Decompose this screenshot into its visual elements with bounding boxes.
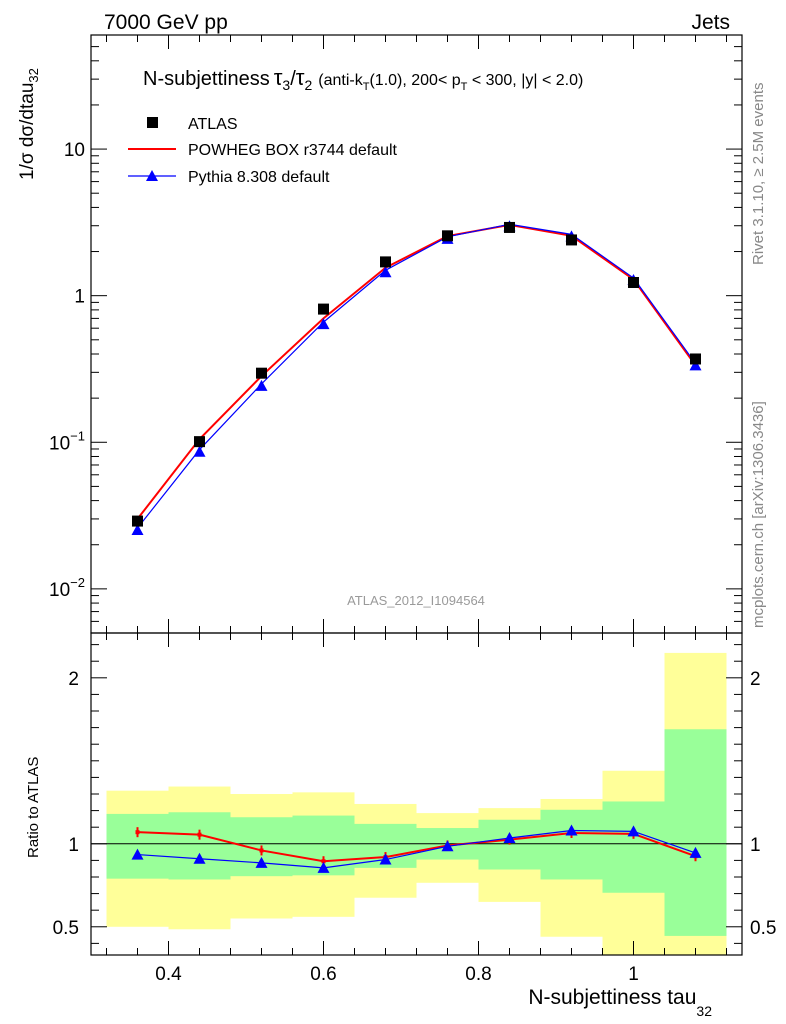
ratio-xtick-label: 0.4 <box>155 964 182 985</box>
ratio-pythia-marker <box>193 852 206 864</box>
ratio-ytick-label-right: 1 <box>750 835 761 856</box>
atlas-marker <box>194 436 205 448</box>
pythia-marker <box>255 379 268 391</box>
ratio-pythia-marker <box>379 853 392 865</box>
ratio-green-band <box>106 813 169 879</box>
chart-title: N-subjettiness τ3/τ2 (anti-kT(1.0), 200< p… <box>143 65 583 93</box>
main-curves <box>131 220 702 536</box>
ratio-ticks: 0.4 0.6 0.8 1 0.5 0.5 1 1 2 2 <box>53 633 776 985</box>
ratio-powheg-marker <box>321 859 326 864</box>
ratio-powheg-marker <box>135 830 140 835</box>
pythia-marker <box>131 524 144 536</box>
ratio-powheg-marker <box>197 832 202 837</box>
ratio-xtick-label: 1 <box>628 964 639 985</box>
ratio-powheg-line <box>137 831 696 863</box>
ratio-green-band <box>664 729 727 936</box>
ratio-green-band <box>168 812 231 880</box>
atlas-marker <box>566 234 577 246</box>
ratio-pythia-marker <box>627 825 640 837</box>
pythia-marker <box>689 359 702 371</box>
header-right: Jets <box>691 11 730 34</box>
analysis-watermark: ATLAS_2012_I1094564 <box>347 593 485 608</box>
ratio-curves <box>131 824 702 873</box>
ratio-panel: 0.4 0.6 0.8 1 0.5 0.5 1 1 2 2 Ratio to ATLAS N-su… <box>25 632 776 1019</box>
rivet-label: Rivet 3.1.10, ≥ 2.5M events <box>750 83 767 266</box>
legend-marker-atlas <box>147 117 158 128</box>
atlas-marker <box>690 353 701 365</box>
powheg-line <box>136 223 697 520</box>
atlas-marker <box>256 367 267 379</box>
ratio-ylabel: Ratio to ATLAS <box>25 757 42 858</box>
ratio-ytick-label-right: 2 <box>750 669 761 690</box>
legend-label-atlas: ATLAS <box>188 116 238 133</box>
main-ytick-label: 10 <box>64 140 85 161</box>
ratio-xtick-label: 0.6 <box>310 964 336 985</box>
ratio-pythia-marker <box>565 824 578 836</box>
header-left: 7000 GeV pp <box>104 11 228 34</box>
ratio-pythia-marker <box>317 861 330 873</box>
ratio-pythia-marker <box>441 840 454 852</box>
atlas-marker <box>504 221 515 233</box>
main-ytick-label: 10−2 <box>49 575 85 601</box>
pythia-marker <box>379 266 392 278</box>
ratio-ytick-label: 0.5 <box>53 918 79 939</box>
main-panel: 10−2 10−1 1 10 N-subjettiness τ3/τ2 (anti-kT(… <box>17 34 743 634</box>
main-ytick-label: 10−1 <box>49 428 85 454</box>
ratio-ytick-label: 2 <box>68 669 79 690</box>
main-ytick-label: 1 <box>74 287 85 308</box>
ratio-green-band <box>540 809 603 880</box>
main-ylabel: 1/σ dσ/dtau32 <box>17 68 41 180</box>
ratio-green-band <box>602 801 665 893</box>
atlas-marker <box>628 276 639 288</box>
pythia-marker <box>193 445 206 457</box>
legend: ATLAS POWHEG BOX r3744 default Pythia 8.… <box>128 116 398 186</box>
ratio-ytick-label-right: 0.5 <box>750 918 776 939</box>
atlas-marker <box>380 256 391 268</box>
ratio-pythia-marker <box>255 856 268 868</box>
ratio-powheg-marker <box>259 848 264 853</box>
legend-label-pythia: Pythia 8.308 default <box>188 169 330 186</box>
ratio-xtick-label: 0.8 <box>465 964 491 985</box>
ratio-pythia-marker <box>689 846 702 858</box>
ratio-pythia-line <box>137 829 696 869</box>
legend-label-powheg: POWHEG BOX r3744 default <box>188 142 398 159</box>
ratio-bands <box>106 652 727 955</box>
pythia-line <box>137 223 696 529</box>
atlas-marker <box>442 230 453 242</box>
legend-marker-pythia <box>146 170 158 181</box>
ratio-pythia-marker <box>131 848 144 860</box>
ratio-xlabel: N-subjettiness tau32 <box>528 986 712 1019</box>
main-ticks: 10−2 10−1 1 10 <box>49 34 742 634</box>
mcplots-label: mcplots.cern.ch [arXiv:1306.3436] <box>750 401 767 628</box>
ratio-pythia-marker <box>503 831 516 843</box>
ratio-ytick-label: 1 <box>68 835 79 856</box>
pythia-marker <box>317 318 330 330</box>
atlas-marker <box>318 303 329 315</box>
atlas-marker <box>132 515 143 527</box>
ratio-frame <box>90 632 743 956</box>
